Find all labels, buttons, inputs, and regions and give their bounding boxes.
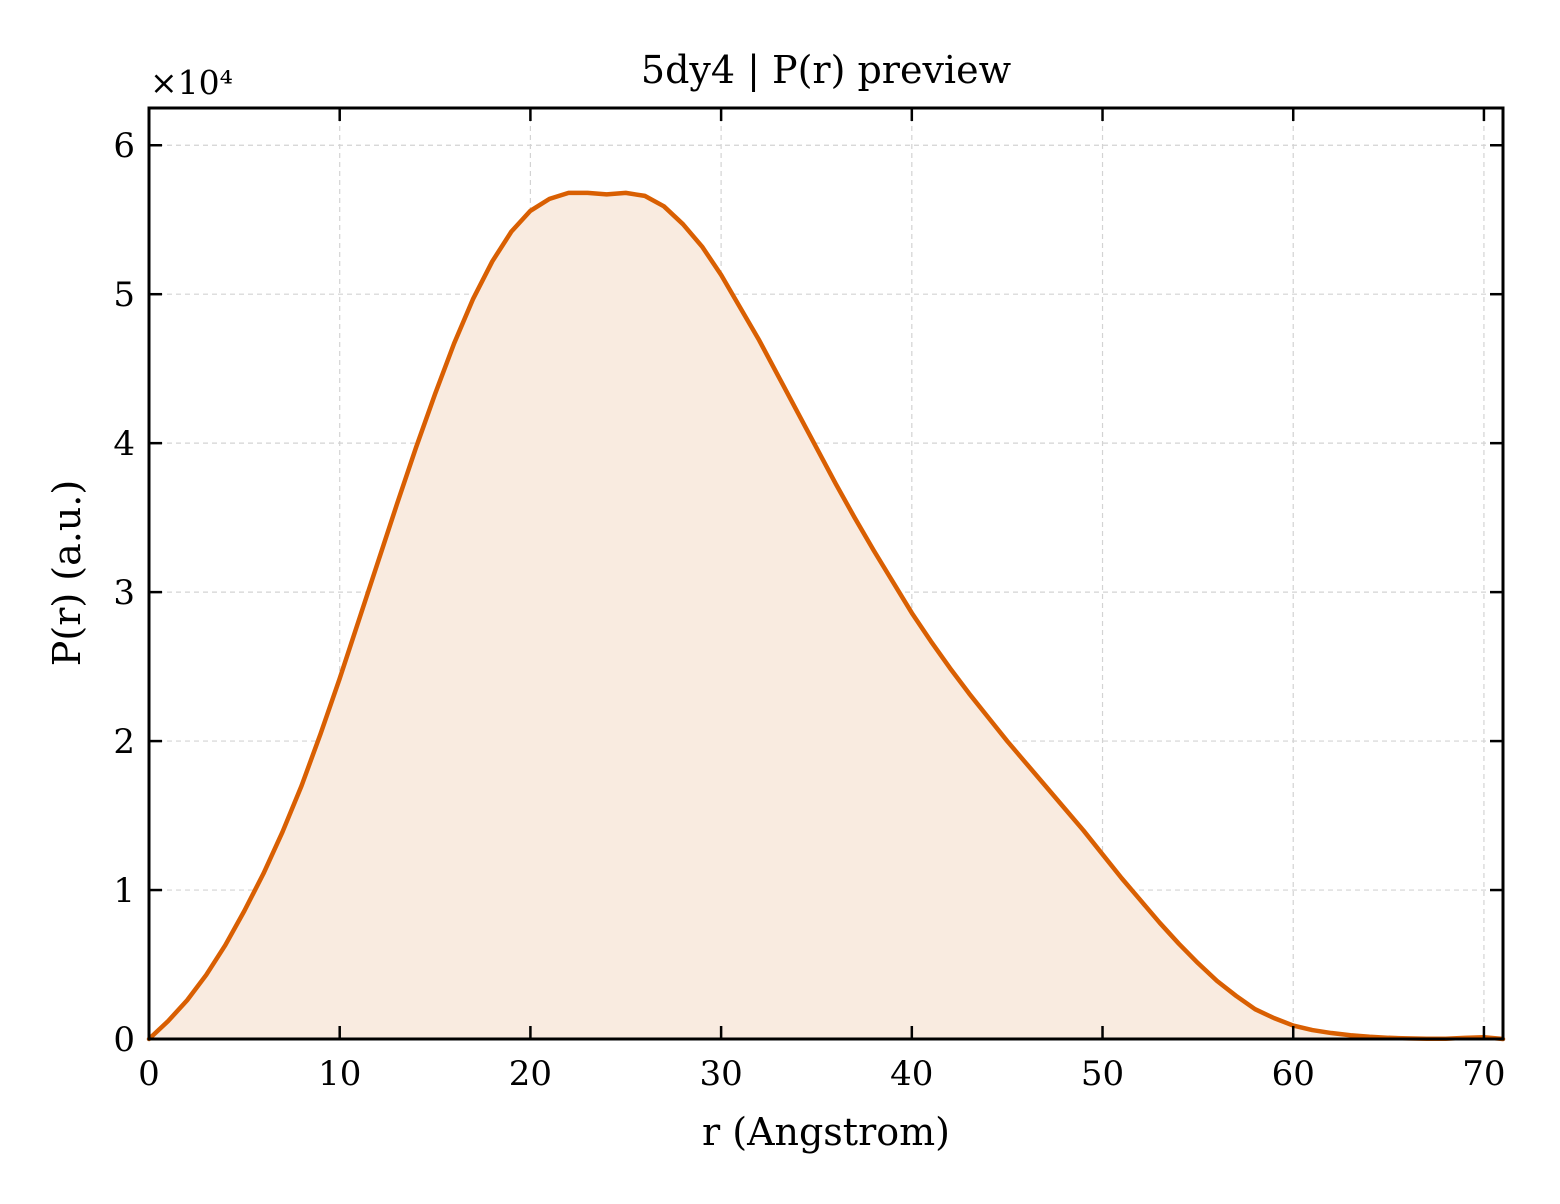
y-axis-multiplier: ×10⁴ <box>150 63 233 102</box>
x-tick-label: 30 <box>699 1054 742 1094</box>
y-tick-label: 1 <box>113 871 135 911</box>
plot-line <box>146 190 1506 1042</box>
plot-area-fill <box>149 192 1503 1039</box>
chart-title: 5dy4 | P(r) preview <box>641 48 1012 92</box>
axis-tick-labels: 0 10 20 30 40 50 60 70 0 1 2 3 4 5 6 <box>113 126 1505 1094</box>
axis-ticks <box>147 108 1503 1041</box>
x-tick-label: 20 <box>509 1054 552 1094</box>
y-tick-label: 5 <box>113 275 135 315</box>
x-tick-label: 60 <box>1272 1054 1315 1094</box>
x-axis-label: r (Angstrom) <box>702 1110 950 1154</box>
axes-frame <box>147 106 1505 1041</box>
y-axis-label: P(r) (a.u.) <box>45 480 89 666</box>
x-tick-label: 10 <box>318 1054 361 1094</box>
y-tick-label: 3 <box>113 573 135 613</box>
plot-frame <box>147 106 1505 1041</box>
x-tick-label: 0 <box>138 1054 160 1094</box>
y-tick-label: 0 <box>113 1020 135 1060</box>
series-line <box>146 190 1506 1042</box>
y-tick-label: 2 <box>113 722 135 762</box>
x-tick-label: 70 <box>1462 1054 1505 1094</box>
y-tick-label: 4 <box>113 424 135 464</box>
area-fill <box>149 192 1503 1039</box>
x-tick-label: 50 <box>1081 1054 1124 1094</box>
y-tick-label: 6 <box>113 126 135 166</box>
x-tick-label: 40 <box>890 1054 933 1094</box>
